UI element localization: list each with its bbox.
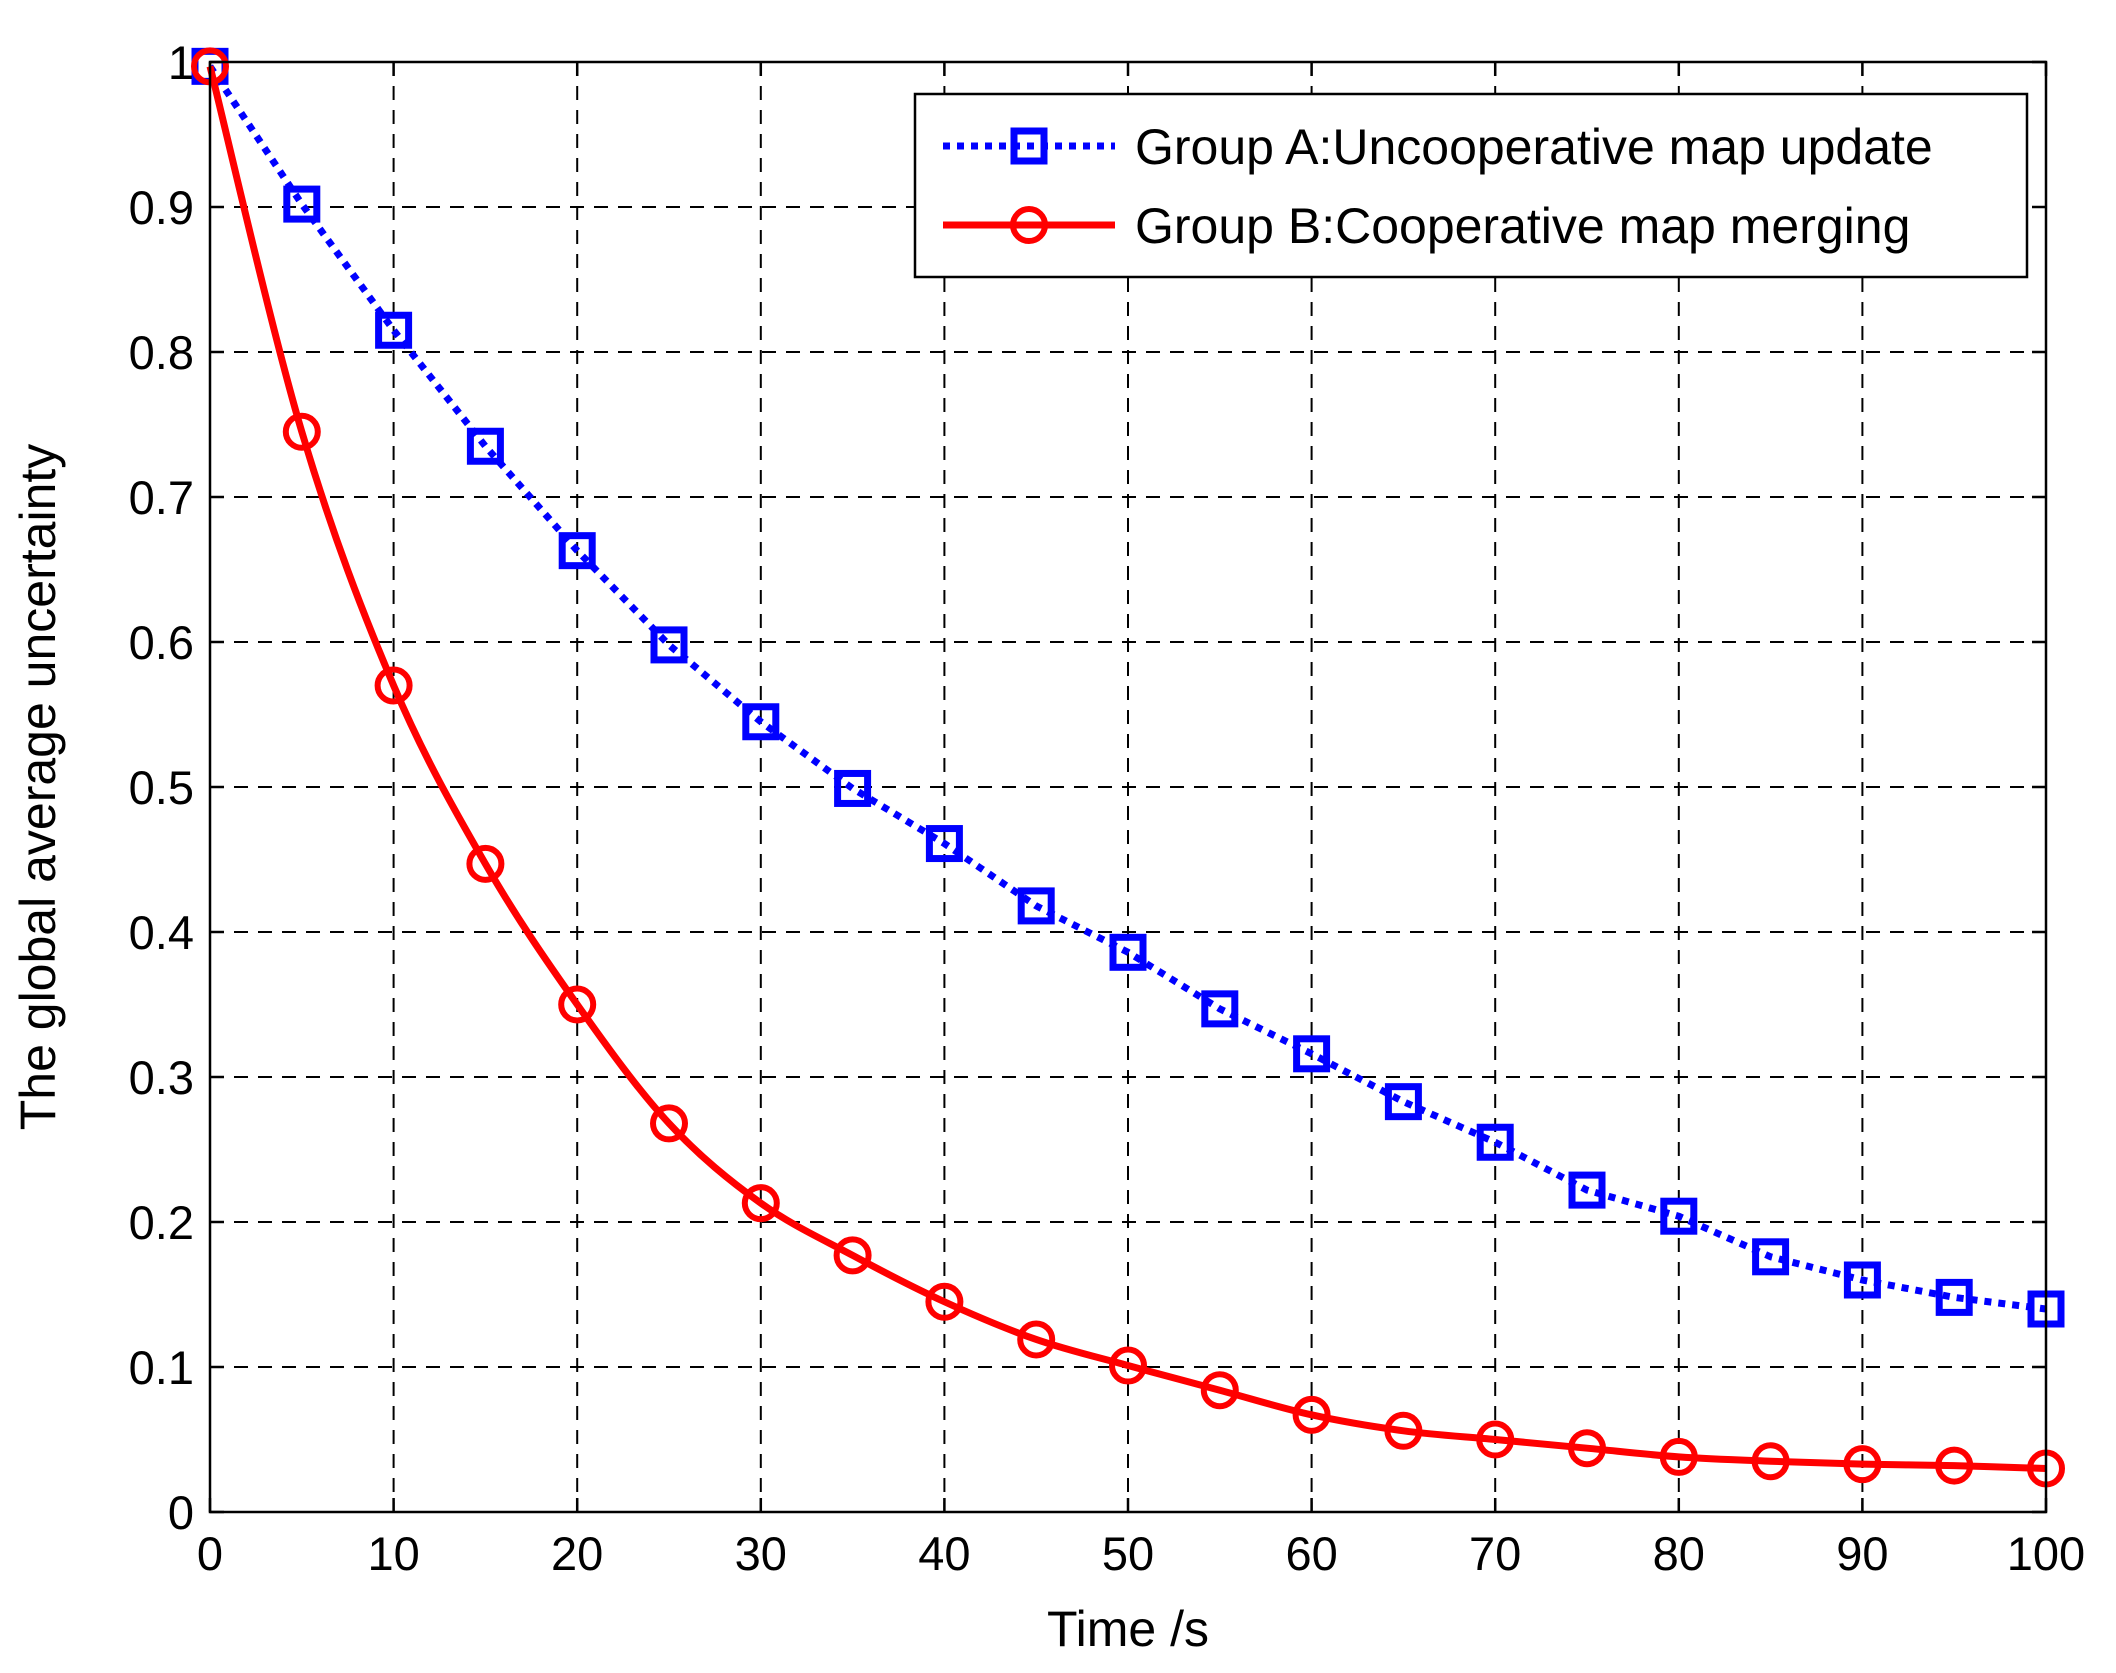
- y-tick-label: 0.7: [129, 471, 194, 524]
- data-point-circle: [1292, 1395, 1331, 1434]
- data-point-square: [558, 532, 596, 570]
- data-point-circle: [558, 985, 597, 1024]
- data-point-square: [1843, 1261, 1881, 1299]
- data-point-circle: [1384, 1411, 1423, 1450]
- data-point-square: [925, 825, 963, 863]
- data-point-circle: [466, 844, 505, 883]
- legend-label-group-a: Group A:Uncooperative map update: [1135, 119, 1933, 175]
- x-tick-label: 30: [735, 1527, 787, 1580]
- data-point-circle: [1935, 1446, 1974, 1485]
- data-point-circle: [1843, 1445, 1882, 1484]
- y-tick-label: 0.8: [129, 326, 194, 379]
- x-tick-label: 0: [197, 1527, 223, 1580]
- data-point-circle: [925, 1282, 964, 1321]
- series-group-b: [191, 47, 2065, 1488]
- y-tick-label: 0.4: [129, 906, 194, 959]
- data-point-square: [1293, 1035, 1331, 1073]
- x-tick-label: 70: [1469, 1527, 1521, 1580]
- y-tick-label: 0.3: [129, 1051, 194, 1104]
- y-tick-label: 0: [168, 1486, 194, 1539]
- legend-marker: [1010, 127, 1048, 165]
- y-tick-label: 0.6: [129, 616, 194, 669]
- legend-marker-square-icon: [1010, 127, 1048, 165]
- legend-label-group-b: Group B:Cooperative map merging: [1135, 198, 1910, 254]
- data-point-circle: [1476, 1420, 1515, 1459]
- legend-entry-group-a: Group A:Uncooperative map update: [943, 119, 1933, 175]
- data-point-square: [1568, 1171, 1606, 1209]
- legend-marker: [1010, 206, 1048, 244]
- x-tick-label: 60: [1285, 1527, 1337, 1580]
- data-point-circle: [741, 1184, 780, 1223]
- x-tick-labels: 0 10 20 30 40 50 60 70 80 90 100: [197, 1527, 2085, 1580]
- y-tick-label: 0.2: [129, 1196, 194, 1249]
- data-point-square: [1752, 1238, 1790, 1276]
- series-layer: [191, 47, 2065, 1488]
- legend-box: [913, 92, 2029, 279]
- data-point-square: [1201, 990, 1239, 1028]
- y-tick-label: 0.9: [129, 181, 194, 234]
- data-point-circle: [833, 1236, 872, 1275]
- x-tick-label: 80: [1653, 1527, 1705, 1580]
- legend-marker-circle-icon: [1010, 206, 1048, 244]
- y-tick-label: 1: [168, 36, 194, 89]
- data-point-square: [742, 703, 780, 741]
- data-point-circle: [1109, 1346, 1147, 1385]
- data-point-square: [1384, 1083, 1422, 1121]
- x-axis-label: Time /s: [1047, 1601, 1209, 1657]
- legend: Group A:Uncooperative map update Group B…: [913, 92, 2029, 279]
- x-tick-label: 90: [1836, 1527, 1888, 1580]
- data-point-circle: [650, 1104, 688, 1143]
- plot-frame: [208, 60, 2048, 1514]
- x-tick-label: 40: [918, 1527, 970, 1580]
- data-point-square: [834, 769, 872, 807]
- data-point-circle: [1017, 1320, 1056, 1359]
- y-tick-labels: 0 0.1 0.2 0.3 0.4 0.5 0.6 0.7 0.8 0.9 1: [129, 36, 194, 1539]
- data-point-square: [466, 427, 504, 465]
- x-tick-label: 100: [2007, 1527, 2085, 1580]
- data-point-square: [1017, 887, 1055, 925]
- data-point-circle: [282, 412, 321, 451]
- x-tick-label: 50: [1102, 1527, 1154, 1580]
- data-point-circle: [374, 666, 413, 705]
- data-point-square: [1935, 1278, 1973, 1316]
- data-point-circle: [1659, 1437, 1698, 1476]
- data-point-circle: [1568, 1429, 1606, 1468]
- x-tick-label: 20: [551, 1527, 603, 1580]
- y-tick-label: 0.5: [129, 761, 194, 814]
- data-point-square: [1476, 1123, 1514, 1161]
- legend-entry-group-b: Group B:Cooperative map merging: [943, 198, 1910, 254]
- data-point-square: [375, 311, 413, 349]
- y-tick-label: 0.1: [129, 1341, 194, 1394]
- x-tick-label: 10: [367, 1527, 419, 1580]
- data-point-square: [283, 185, 321, 223]
- data-point-square: [1109, 933, 1147, 971]
- y-axis-label: The global average uncertainty: [10, 444, 66, 1131]
- data-point-square: [1660, 1197, 1698, 1235]
- data-point-square: [650, 626, 688, 664]
- data-point-circle: [1200, 1371, 1239, 1410]
- series-line: [207, 64, 2047, 1313]
- data-point-circle: [1751, 1442, 1790, 1481]
